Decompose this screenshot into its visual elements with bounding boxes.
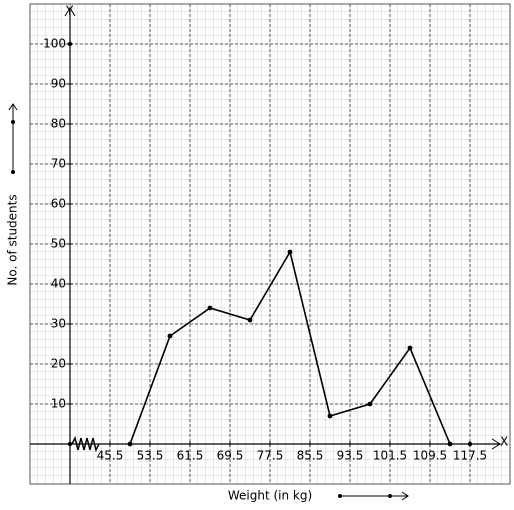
y-tick-label: 90 xyxy=(51,77,66,91)
axis-break xyxy=(71,435,100,453)
y-tick-label: 80 xyxy=(51,117,66,131)
x-tick-label: 53.5 xyxy=(137,449,164,463)
scale-dot xyxy=(11,120,15,124)
x-tick-label: 77.5 xyxy=(257,449,284,463)
y-arrow xyxy=(64,7,76,17)
y-tick-label: 20 xyxy=(51,357,66,371)
point xyxy=(287,249,293,255)
scale-dot xyxy=(338,494,342,498)
x-tick-label: 93.5 xyxy=(337,449,364,463)
point xyxy=(167,333,173,339)
point xyxy=(407,345,413,351)
x-axis-name: X xyxy=(500,435,508,449)
point xyxy=(447,441,453,447)
origin-dot xyxy=(67,441,73,447)
scale-arrow-head xyxy=(401,491,409,501)
y-tick-label: 60 xyxy=(51,197,66,211)
x-arrow xyxy=(491,438,501,450)
x-tick-label: 85.5 xyxy=(297,449,324,463)
x-tick-label: 109.5 xyxy=(413,449,447,463)
scale-arrow-head xyxy=(8,103,18,111)
x-tick-label: 45.5 xyxy=(97,449,124,463)
y-tick-label: 30 xyxy=(51,317,66,331)
point xyxy=(127,441,133,447)
x-tick-label: 117.5 xyxy=(453,449,487,463)
point xyxy=(327,413,333,419)
x-tick-label: 61.5 xyxy=(177,449,204,463)
y-tick-label: 40 xyxy=(51,277,66,291)
x-tick-label: 69.5 xyxy=(217,449,244,463)
y-axis-title: No. of students xyxy=(6,194,20,285)
grid xyxy=(30,4,510,484)
y-tick-label: 100 xyxy=(43,37,66,51)
point xyxy=(367,401,373,407)
x-tick-label: 101.5 xyxy=(373,449,407,463)
x-axis-title: Weight (in kg) xyxy=(228,489,312,503)
y-tick-label: 10 xyxy=(51,397,66,411)
point xyxy=(247,317,253,323)
scale-dot xyxy=(388,494,392,498)
y-tick-label: 70 xyxy=(51,157,66,171)
y-axis-name: Y xyxy=(65,4,74,18)
y-tick-label: 50 xyxy=(51,237,66,251)
point xyxy=(207,305,213,311)
scale-dot xyxy=(11,170,15,174)
